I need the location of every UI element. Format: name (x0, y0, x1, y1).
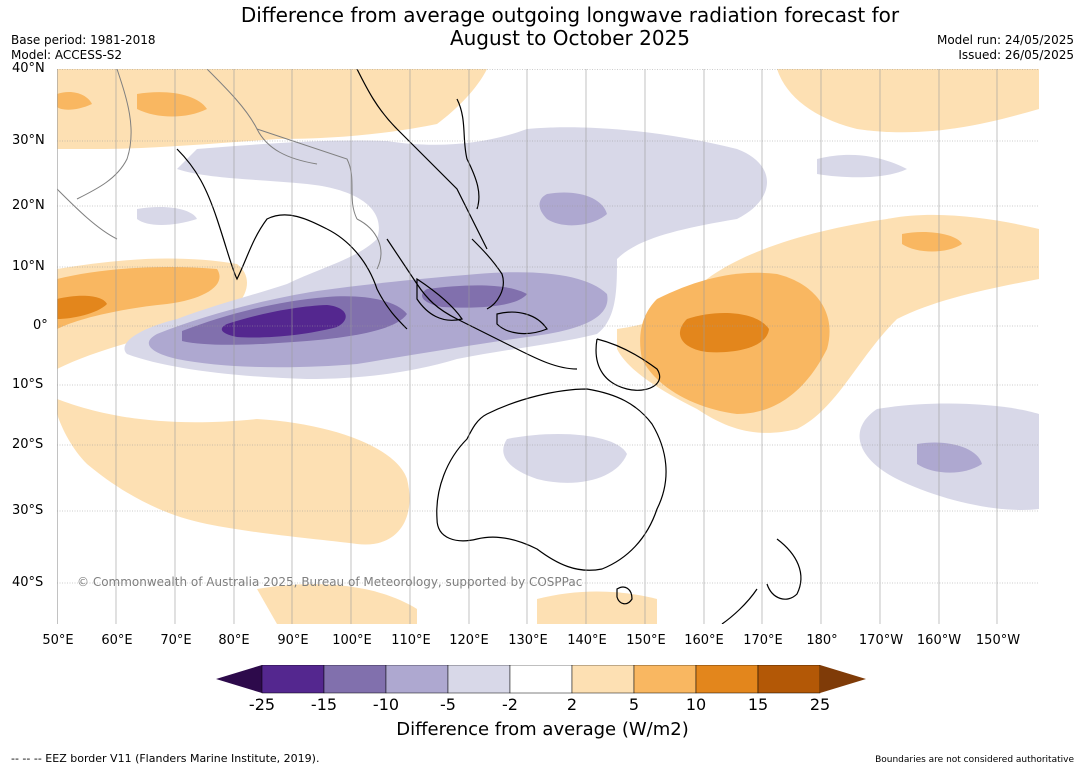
lon-label-180: 180° (806, 633, 838, 648)
lon-label-140e: 140°E (567, 633, 607, 648)
lat-label-10n: 10°N (12, 259, 45, 274)
lon-label-100e: 100°E (332, 633, 372, 648)
model-name: Model: ACCESS-S2 (11, 48, 123, 62)
positive-anomaly-strong (57, 295, 769, 353)
lat-label-0: 0° (33, 318, 48, 333)
colorbar-swatch-6 (571, 665, 635, 694)
lon-label-130e: 130°E (508, 633, 548, 648)
colorbar-swatch-1 (261, 665, 325, 694)
title-line-2: August to October 2025 (449, 26, 691, 50)
lon-label-150e: 150°E (626, 633, 666, 648)
lat-label-30s: 30°S (12, 503, 44, 518)
coastlines (176, 69, 802, 624)
colorbar-swatch-5 (509, 665, 573, 694)
colorbar-tick-1: -15 (310, 695, 338, 714)
lon-label-60e: 60°E (101, 633, 133, 648)
lon-label-110e: 110°E (391, 633, 431, 648)
country-borders (57, 69, 382, 270)
lon-label-170w: 170°W (858, 633, 904, 648)
lon-label-50e: 50°E (42, 633, 74, 648)
colorbar-tick-8: 15 (747, 695, 769, 714)
lon-label-90e: 90°E (277, 633, 309, 648)
colorbar-swatch-4 (447, 665, 511, 694)
map-title: Difference from average outgoing longwav… (170, 4, 970, 50)
lat-label-30n: 30°N (12, 133, 45, 148)
colorbar-swatch-2 (323, 665, 387, 694)
colorbar-tick-5: 2 (566, 695, 578, 714)
base-period: Base period: 1981-2018 (11, 33, 156, 47)
lat-label-20n: 20°N (12, 198, 45, 213)
colorbar-swatch-3 (385, 665, 449, 694)
colorbar-swatch-7 (633, 665, 697, 694)
lon-label-160e: 160°E (684, 633, 724, 648)
lon-label-120e: 120°E (449, 633, 489, 648)
lat-label-40s: 40°S (12, 575, 44, 590)
model-run: Model run: 24/05/2025 (936, 33, 1074, 47)
colorbar (216, 665, 866, 694)
colorbar-swatch-9 (757, 665, 821, 694)
map-panel[interactable] (57, 69, 1039, 624)
colorbar-tick-4: -2 (502, 695, 518, 714)
meridians (57, 69, 998, 624)
gridlines (57, 69, 1039, 584)
lon-label-160w: 160°W (916, 633, 962, 648)
positive-anomaly-medium (57, 92, 962, 414)
colorbar-swatch-8 (695, 665, 759, 694)
lat-label-40n: 40°N (12, 61, 45, 76)
eez-footnote: -- -- -- EEZ border V11 (Flanders Marine… (11, 752, 320, 765)
lat-label-10s: 10°S (12, 377, 44, 392)
colorbar-arrow-min (216, 665, 262, 693)
colorbar-arrow-max (820, 665, 866, 693)
colorbar-tick-9: 25 (809, 695, 831, 714)
boundaries-footnote: Boundaries are not considered authoritat… (875, 755, 1074, 765)
title-line-1: Difference from average outgoing longwav… (240, 3, 900, 27)
lon-label-150w: 150°W (975, 633, 1021, 648)
negative-anomaly-core (221, 305, 346, 338)
lon-label-80e: 80°E (218, 633, 250, 648)
colorbar-tick-3: -5 (440, 695, 456, 714)
lat-label-20s: 20°S (12, 437, 44, 452)
lon-label-70e: 70°E (160, 633, 192, 648)
meta-right: Model run: 24/05/2025 Issued: 26/05/2025 (937, 33, 1074, 63)
colorbar-tick-6: 5 (628, 695, 640, 714)
map-svg (57, 69, 1039, 624)
colorbar-tick-7: 10 (685, 695, 707, 714)
colorbar-title: Difference from average (W/m2) (396, 719, 689, 740)
lon-label-170e: 170°E (743, 633, 783, 648)
copyright-notice: © Commonwealth of Australia 2025, Bureau… (77, 575, 583, 589)
meta-left: Base period: 1981-2018 Model: ACCESS-S2 (11, 33, 156, 63)
issued-date: Issued: 26/05/2025 (958, 48, 1074, 62)
colorbar-tick-2: -10 (372, 695, 400, 714)
colorbar-tick-0: -25 (248, 695, 276, 714)
